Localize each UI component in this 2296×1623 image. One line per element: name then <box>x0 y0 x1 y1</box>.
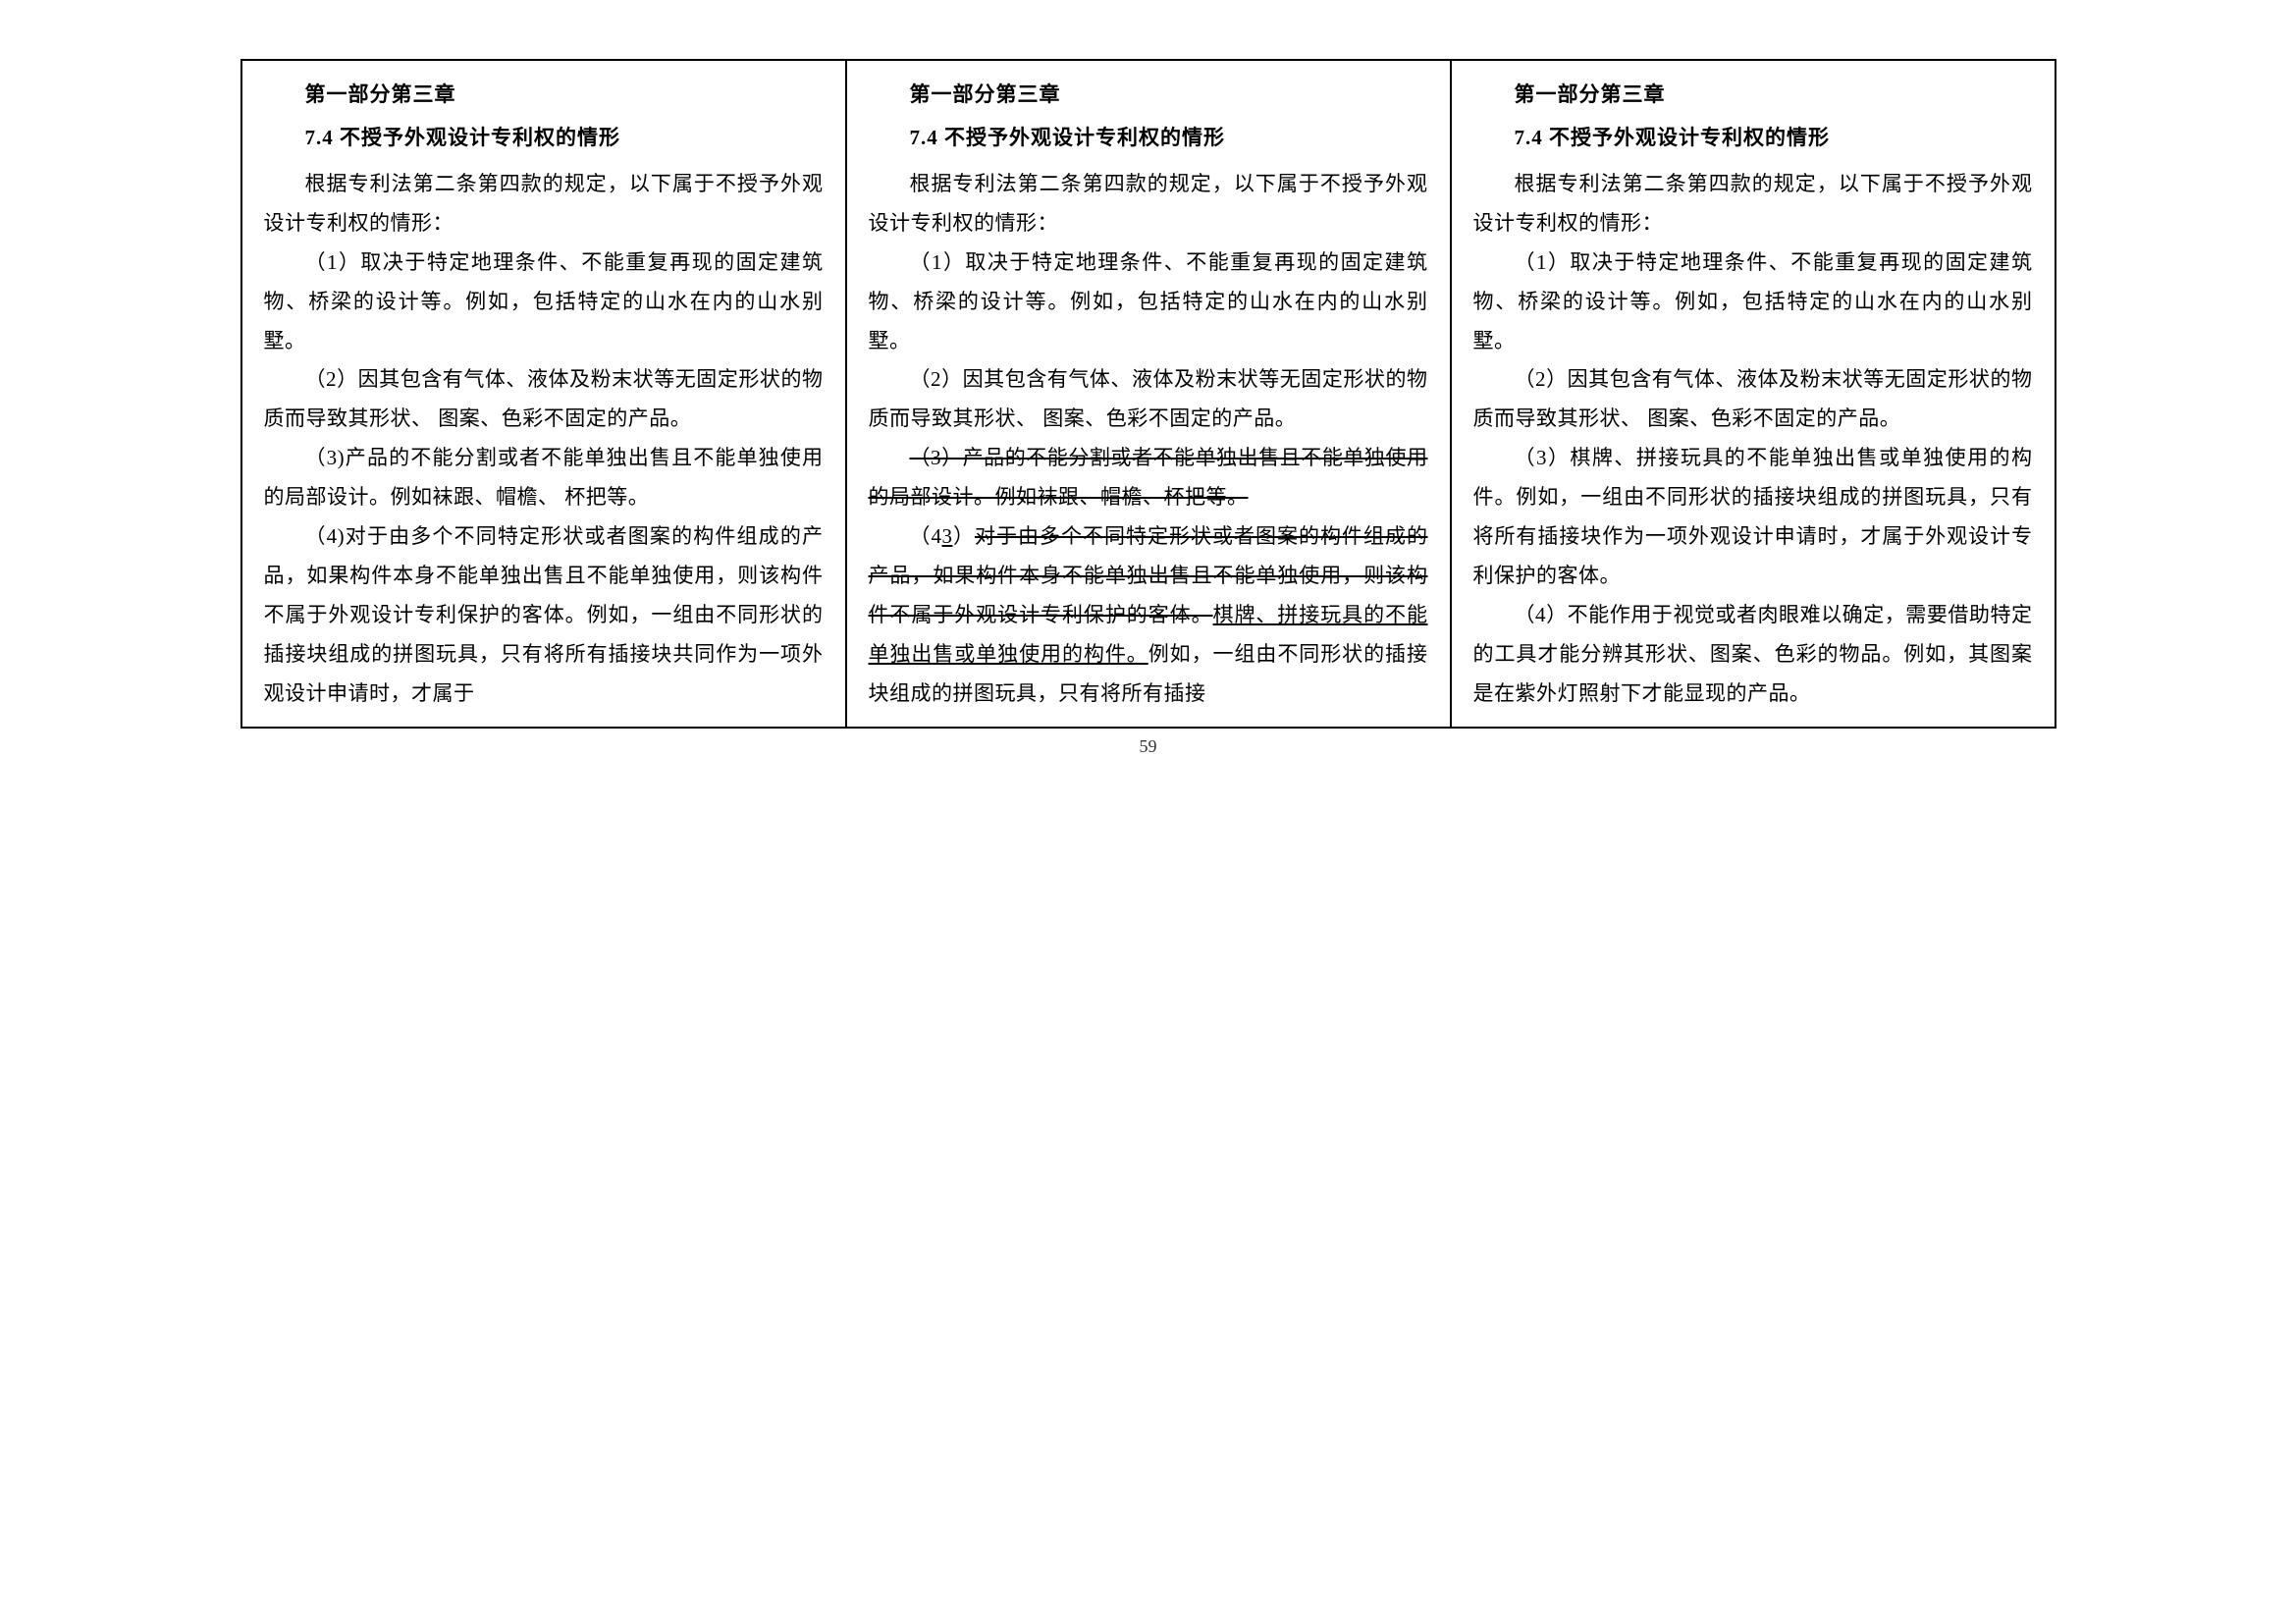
comparison-table: 第一部分第三章 7.4 不授予外观设计专利权的情形 根据专利法第二条第四款的规定… <box>240 59 2056 729</box>
col3-item-2: （2）因其包含有气体、液体及粉末状等无固定形状的物质而导致其形状、 图案、色彩不… <box>1473 360 2033 439</box>
text-fragment: （4 <box>910 524 942 548</box>
col1-item-2: （2）因其包含有气体、液体及粉末状等无固定形状的物质而导致其形状、 图案、色彩不… <box>264 360 824 439</box>
column-amended: 第一部分第三章 7.4 不授予外观设计专利权的情形 根据专利法第二条第四款的规定… <box>845 61 1450 727</box>
col3-intro: 根据专利法第二条第四款的规定，以下属于不授予外观设计专利权的情形： <box>1473 165 2033 243</box>
chapter-title: 第一部分第三章 <box>264 79 824 108</box>
section-heading: 7.4 不授予外观设计专利权的情形 <box>1473 122 2033 151</box>
section-heading: 7.4 不授予外观设计专利权的情形 <box>869 122 1428 151</box>
col1-item-3: （3)产品的不能分割或者不能单独出售且不能单独使用的局部设计。例如袜跟、帽檐、 … <box>264 439 824 517</box>
col2-item-3-deleted: （3）产品的不能分割或者不能单独出售且不能单独使用的局部设计。例如袜跟、帽檐、杯… <box>869 439 1428 517</box>
col2-item-2: （2）因其包含有气体、液体及粉末状等无固定形状的物质而导致其形状、 图案、色彩不… <box>869 360 1428 439</box>
col1-item-1: （1）取决于特定地理条件、不能重复再现的固定建筑物、桥梁的设计等。例如，包括特定… <box>264 243 824 361</box>
underline-text: 3 <box>942 524 953 548</box>
col1-item-4: （4)对于由多个不同特定形状或者图案的构件组成的产品，如果构件本身不能单独出售且… <box>264 517 824 713</box>
column-original: 第一部分第三章 7.4 不授予外观设计专利权的情形 根据专利法第二条第四款的规定… <box>242 61 845 727</box>
section-heading: 7.4 不授予外观设计专利权的情形 <box>264 122 824 151</box>
col3-item-1: （1）取决于特定地理条件、不能重复再现的固定建筑物、桥梁的设计等。例如，包括特定… <box>1473 243 2033 361</box>
chapter-title: 第一部分第三章 <box>1473 79 2033 108</box>
col1-intro: 根据专利法第二条第四款的规定，以下属于不授予外观设计专利权的情形： <box>264 165 824 243</box>
chapter-title: 第一部分第三章 <box>869 79 1428 108</box>
document-page: 第一部分第三章 7.4 不授予外观设计专利权的情形 根据专利法第二条第四款的规定… <box>240 59 2056 757</box>
col2-item-4-amended: （43）对于由多个不同特定形状或者图案的构件组成的产品，如果构件本身不能单独出售… <box>869 517 1428 713</box>
strikethrough-text: （3）产品的不能分割或者不能单独出售且不能单独使用的局部设计。例如袜跟、帽檐、杯… <box>869 446 1428 509</box>
col3-item-3: （3）棋牌、拼接玩具的不能单独出售或单独使用的构件。例如，一组由不同形状的插接块… <box>1473 439 2033 596</box>
page-number: 59 <box>240 736 2056 757</box>
text-fragment: ） <box>953 524 976 548</box>
col2-intro: 根据专利法第二条第四款的规定，以下属于不授予外观设计专利权的情形： <box>869 165 1428 243</box>
col2-item-1: （1）取决于特定地理条件、不能重复再现的固定建筑物、桥梁的设计等。例如，包括特定… <box>869 243 1428 361</box>
column-clean: 第一部分第三章 7.4 不授予外观设计专利权的情形 根据专利法第二条第四款的规定… <box>1450 61 2055 727</box>
col3-item-4: （4）不能作用于视觉或者肉眼难以确定，需要借助特定的工具才能分辨其形状、图案、色… <box>1473 596 2033 714</box>
